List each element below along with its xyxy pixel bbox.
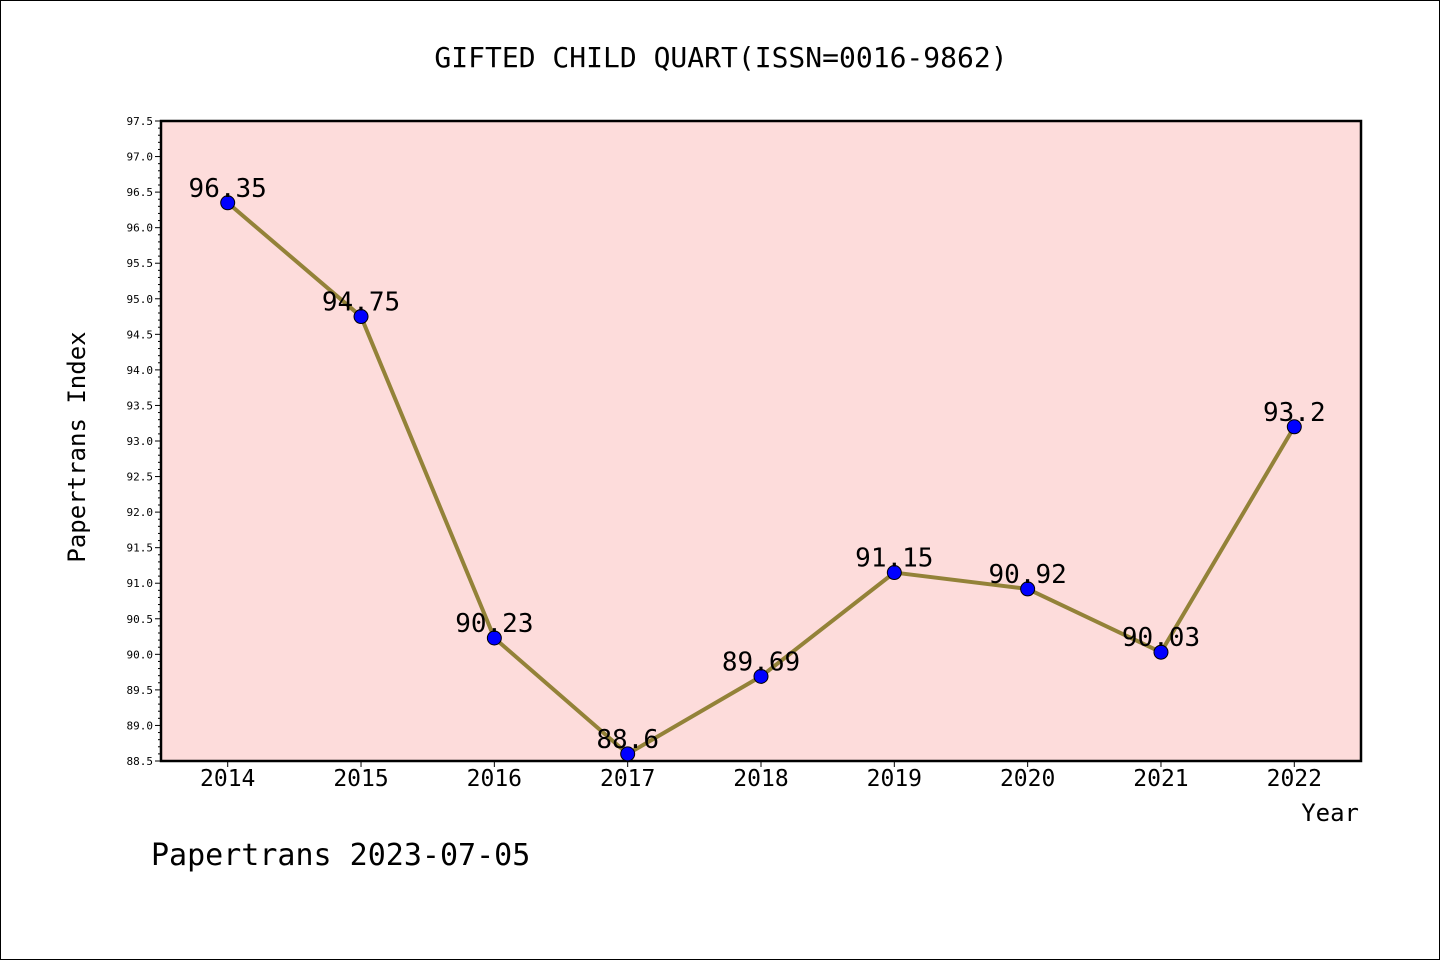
y-tick-label: 96.5 bbox=[127, 186, 154, 199]
y-tick-label: 97.5 bbox=[127, 115, 154, 128]
data-label: 93.2 bbox=[1263, 398, 1326, 428]
y-tick-label: 95.5 bbox=[127, 257, 154, 270]
data-point bbox=[1153, 644, 1169, 660]
x-tick-label: 2022 bbox=[1267, 766, 1322, 792]
data-point bbox=[1286, 419, 1302, 435]
data-point bbox=[1020, 581, 1036, 597]
data-label: 91.15 bbox=[855, 544, 933, 574]
x-axis-label: Year bbox=[1301, 799, 1359, 827]
data-label: 88.6 bbox=[596, 725, 659, 755]
y-axis: 88.5 89.0 89.5 90.0 90.5 91.0 91.5 92.0 92.5 93.0… bbox=[127, 115, 161, 768]
data-points bbox=[220, 195, 1302, 762]
data-point bbox=[753, 668, 769, 684]
x-tick-label: 2014 bbox=[200, 766, 255, 792]
data-label: 90.23 bbox=[455, 609, 533, 639]
x-tick-label: 2021 bbox=[1133, 766, 1188, 792]
data-point bbox=[353, 309, 369, 325]
data-labels: 96.35 94.75 90.23 88.6 89.69 91.15 90.92 90.03 9… bbox=[189, 174, 1326, 755]
y-tick-label: 90.0 bbox=[127, 648, 154, 661]
y-axis-label: Papertrans Index bbox=[63, 331, 91, 562]
y-tick-label: 92.0 bbox=[127, 506, 154, 519]
x-tick-label: 2017 bbox=[600, 766, 655, 792]
y-tick-label: 92.5 bbox=[127, 471, 154, 484]
data-label: 90.92 bbox=[989, 560, 1067, 590]
x-tick-label: 2019 bbox=[867, 766, 922, 792]
x-tick-label: 2018 bbox=[733, 766, 788, 792]
data-point bbox=[886, 565, 902, 581]
data-point bbox=[486, 630, 502, 646]
data-label: 96.35 bbox=[189, 174, 267, 204]
data-label: 94.75 bbox=[322, 288, 400, 318]
chart-title: GIFTED CHILD QUART(ISSN=0016-9862) bbox=[434, 41, 1007, 74]
data-label: 89.69 bbox=[722, 647, 800, 677]
y-tick-label: 95.0 bbox=[127, 293, 154, 306]
footer-text: Papertrans 2023-07-05 bbox=[151, 838, 530, 873]
x-tick-label: 2020 bbox=[1000, 766, 1055, 792]
y-tick-label: 94.5 bbox=[127, 328, 154, 341]
y-tick-label: 91.5 bbox=[127, 542, 154, 555]
y-tick-label: 89.5 bbox=[127, 684, 154, 697]
y-tick-label: 89.0 bbox=[127, 719, 154, 732]
y-tick-label: 88.5 bbox=[127, 755, 154, 768]
y-tick-label: 91.0 bbox=[127, 577, 154, 590]
data-label: 90.03 bbox=[1122, 623, 1200, 653]
y-tick-label: 96.0 bbox=[127, 222, 154, 235]
y-tick-label: 97.0 bbox=[127, 151, 154, 164]
y-tick-label: 94.0 bbox=[127, 364, 154, 377]
y-tick-label: 90.5 bbox=[127, 613, 154, 626]
data-point bbox=[620, 746, 636, 762]
x-tick-label: 2016 bbox=[467, 766, 522, 792]
x-tick-label: 2015 bbox=[333, 766, 388, 792]
x-axis: 2014 2015 2016 2017 2018 2019 2020 2021 2022 bbox=[200, 761, 1322, 792]
y-tick-label: 93.0 bbox=[127, 435, 154, 448]
data-point bbox=[220, 195, 236, 211]
y-tick-label: 93.5 bbox=[127, 399, 154, 412]
